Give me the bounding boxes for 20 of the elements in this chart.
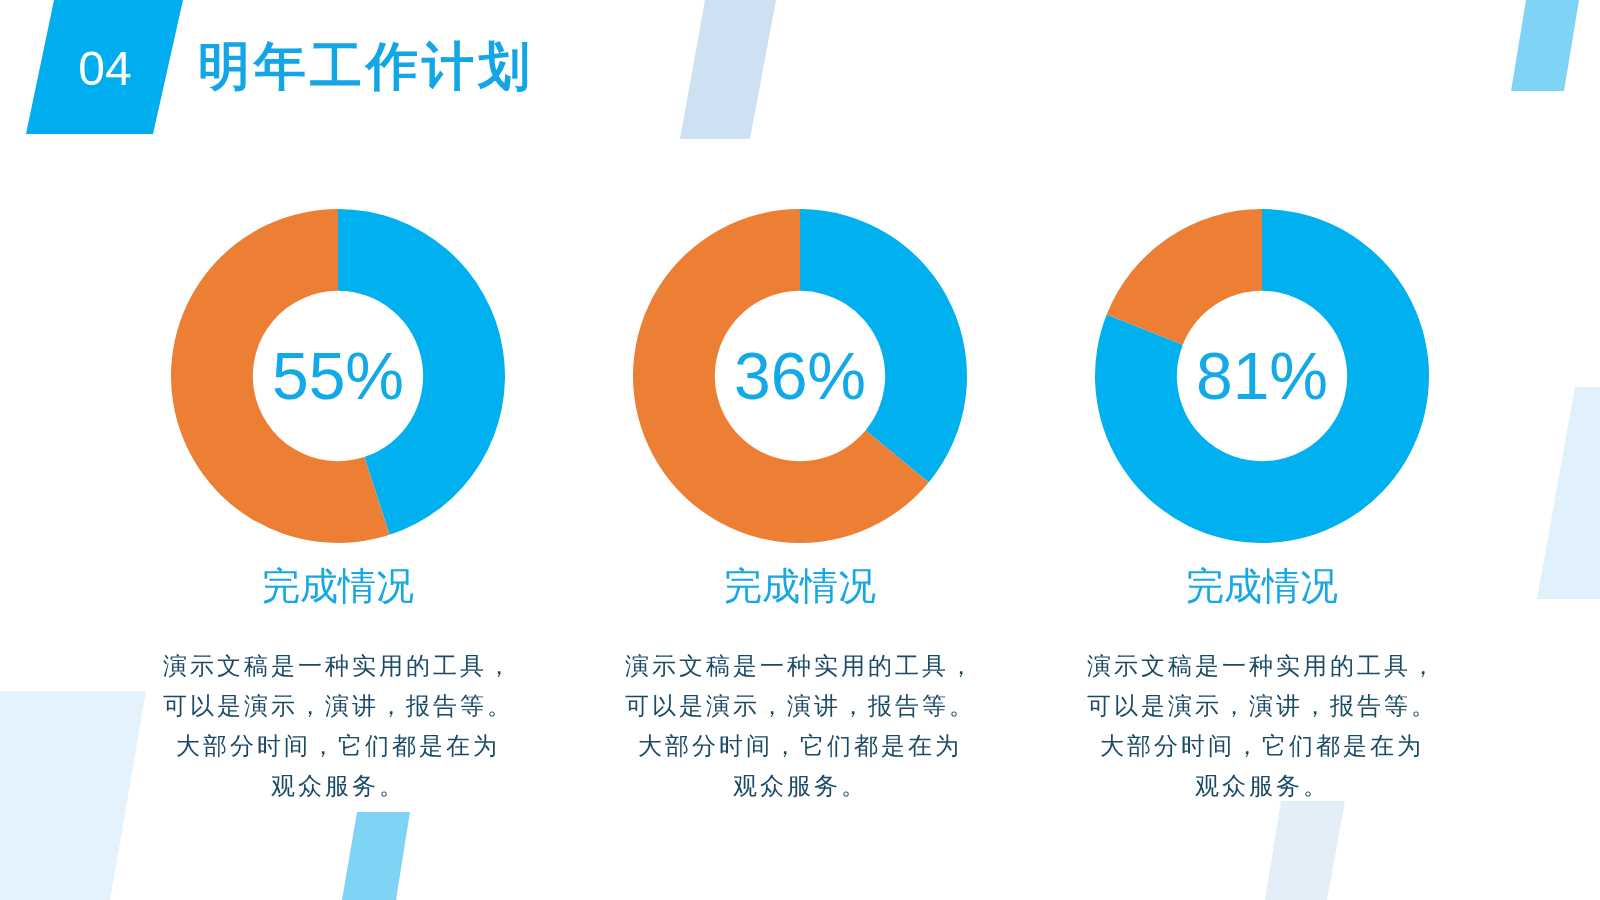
text: 可以是演示，演讲，报告等。 — [1086, 691, 1438, 719]
text: 观众服务。 — [732, 771, 868, 799]
text: 55% — [271, 339, 405, 413]
text: 大部分时间，它们都是在为 — [176, 731, 500, 759]
text: 大部分时间，它们都是在为 — [638, 731, 962, 759]
text: 完成情况 — [1186, 565, 1338, 607]
text: 可以是演示，演讲，报告等。 — [162, 691, 514, 719]
text: 81% — [1195, 339, 1329, 413]
text: 演示文稿是一种实用的工具， — [1086, 651, 1438, 679]
text: 观众服务。 — [1194, 771, 1330, 799]
text: 观众服务。 — [270, 771, 406, 799]
text: 可以是演示，演讲，报告等。 — [624, 691, 976, 719]
text: 完成情况 — [724, 565, 876, 607]
text: 大部分时间，它们都是在为 — [1100, 731, 1424, 759]
text: 演示文稿是一种实用的工具， — [624, 651, 976, 679]
text: 36% — [733, 339, 867, 413]
text: 04 — [78, 41, 132, 95]
text: 明年工作计划 — [198, 37, 534, 95]
text: 演示文稿是一种实用的工具， — [162, 651, 514, 679]
text: 完成情况 — [262, 565, 414, 607]
